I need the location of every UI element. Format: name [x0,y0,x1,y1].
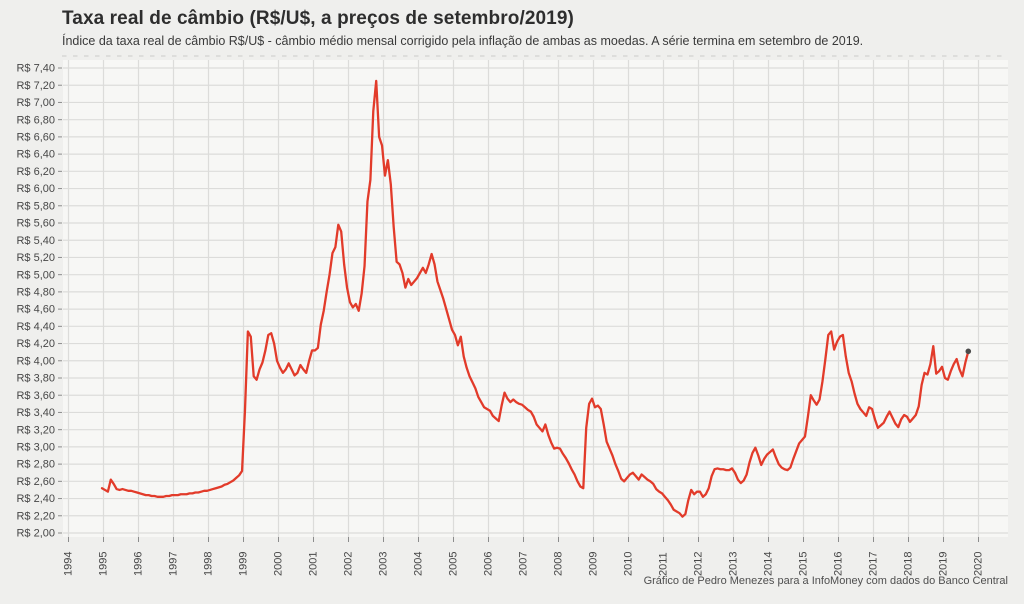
x-axis-tick-label: 2006 [483,552,495,576]
y-axis-tick-label: R$ 4,40 [16,321,55,333]
x-axis-tick-label: 1999 [238,552,250,576]
y-axis-tick-label: R$ 6,20 [16,166,55,178]
x-axis-tick-label: 1995 [98,552,110,576]
y-axis-tick-label: R$ 7,00 [16,97,55,109]
x-axis-tick-label: 1996 [133,552,145,576]
y-axis-tick-label: R$ 3,80 [16,373,55,385]
source-caption: Gráfico de Pedro Menezes para a InfoMone… [643,575,1008,587]
y-axis-tick-label: R$ 5,40 [16,235,55,247]
x-axis-tick-label: 2007 [518,552,530,576]
page-title: Taxa real de câmbio (R$/U$, a preços de … [62,8,574,29]
y-axis-tick-label: R$ 3,20 [16,424,55,436]
y-axis-tick-label: R$ 2,60 [16,476,55,488]
x-axis-tick-label: 2017 [868,552,880,576]
y-axis-tick-label: R$ 4,20 [16,338,55,350]
y-axis-tick-label: R$ 2,80 [16,459,55,471]
y-axis-tick-label: R$ 7,20 [16,80,55,92]
y-axis-tick-label: R$ 6,40 [16,149,55,161]
x-axis-tick-label: 2009 [588,552,600,576]
x-axis-tick-label: 2000 [273,552,285,576]
exchange-rate-series-line [100,79,970,518]
y-axis-tick-label: R$ 7,40 [16,63,55,75]
y-axis-tick-label: R$ 3,60 [16,390,55,402]
x-axis-tick-label: 2003 [378,552,390,576]
y-axis-tick-label: R$ 6,00 [16,183,55,195]
series-endpoint-dot [965,348,972,355]
x-axis-tick-label: 2014 [763,552,775,576]
y-axis-tick-label: R$ 4,60 [16,304,55,316]
x-axis-tick-label: 2010 [623,552,635,576]
y-axis-tick-label: R$ 4,00 [16,355,55,367]
y-axis-tick-label: R$ 6,60 [16,131,55,143]
y-axis-tick-label: R$ 5,00 [16,269,55,281]
y-axis-tick-label: R$ 2,20 [16,510,55,522]
y-axis-tick-label: R$ 4,80 [16,286,55,298]
x-axis-tick-label: 2015 [798,552,810,576]
x-axis-tick-label: 2013 [728,552,740,576]
x-axis-tick-label: 2002 [343,552,355,576]
plot-area-background [63,60,1008,537]
y-axis-tick-label: R$ 3,40 [16,407,55,419]
x-axis-tick-label: 1994 [63,552,75,576]
x-axis-tick-label: 2012 [693,552,705,576]
x-axis-tick-label: 2005 [448,552,460,576]
page-subtitle: Índice da taxa real de câmbio R$/U$ - câ… [62,34,864,48]
x-axis-tick-label: 2016 [833,552,845,576]
x-axis-tick-label: 2011 [658,552,670,576]
x-axis-tick-label: 1998 [203,552,215,576]
y-axis-tick-label: R$ 3,00 [16,441,55,453]
y-axis-tick-label: R$ 5,80 [16,200,55,212]
y-axis-tick-label: R$ 2,00 [16,528,55,540]
x-axis-tick-label: 2008 [553,552,565,576]
x-axis-tick-label: 2019 [938,552,950,576]
y-axis-tick-label: R$ 6,80 [16,114,55,126]
y-axis-tick-label: R$ 5,20 [16,252,55,264]
y-axis-tick-label: R$ 5,60 [16,218,55,230]
x-axis-tick-label: 2004 [413,552,425,576]
x-axis-tick-label: 2020 [973,552,985,576]
y-axis-tick-label: R$ 2,40 [16,493,55,505]
x-axis-tick-label: 2018 [903,552,915,576]
x-axis-tick-label: 1997 [168,552,180,576]
x-axis-tick-label: 2001 [308,552,320,576]
